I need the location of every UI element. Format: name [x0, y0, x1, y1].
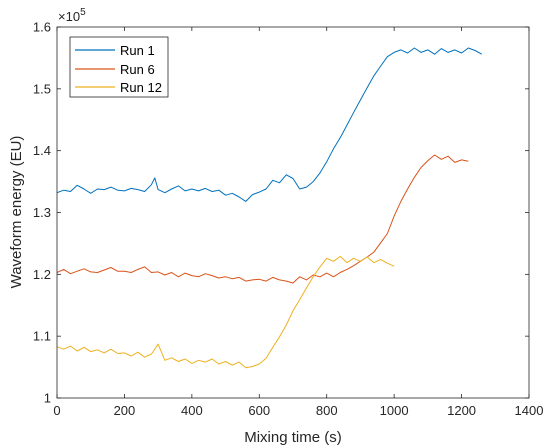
x-axis: 0 200 400 600 800 1000 1200 1400: [53, 27, 543, 418]
y-tick-label: 1.1: [33, 329, 51, 344]
y-tick-label: 1: [44, 391, 51, 406]
y-axis-multiplier: ×105: [58, 7, 86, 24]
legend-label-run-6: Run 6: [120, 62, 155, 77]
y-tick-label: 1.4: [33, 143, 51, 158]
series-line-run-12: [56, 255, 395, 369]
legend-label-run-1: Run 1: [120, 43, 155, 58]
x-tick-label: 1200: [447, 403, 476, 418]
x-tick-label: 800: [316, 403, 338, 418]
series-line-run-6: [56, 154, 469, 284]
x-tick-label: 1000: [380, 403, 409, 418]
legend-label-run-12: Run 12: [120, 80, 162, 95]
y-tick-label: 1.3: [33, 205, 51, 220]
series-line-run-1: [56, 47, 483, 202]
y-tick-label: 1.6: [33, 20, 51, 35]
y-tick-label: 1.2: [33, 267, 51, 282]
x-tick-label: 200: [114, 403, 136, 418]
x-tick-label: 1400: [515, 403, 544, 418]
series-layer: [56, 47, 483, 369]
y-axis-label: Waveform energy (EU): [8, 136, 25, 289]
y-tick-label: 1.5: [33, 81, 51, 96]
x-tick-label: 400: [181, 403, 203, 418]
legend: Run 1 Run 6 Run 12: [69, 36, 169, 98]
x-tick-label: 0: [53, 403, 60, 418]
x-axis-label: Mixing time (s): [244, 429, 342, 446]
y-axis: 1 1.1 1.2 1.3 1.4 1.5 1.6: [33, 20, 529, 406]
x-tick-label: 600: [248, 403, 270, 418]
